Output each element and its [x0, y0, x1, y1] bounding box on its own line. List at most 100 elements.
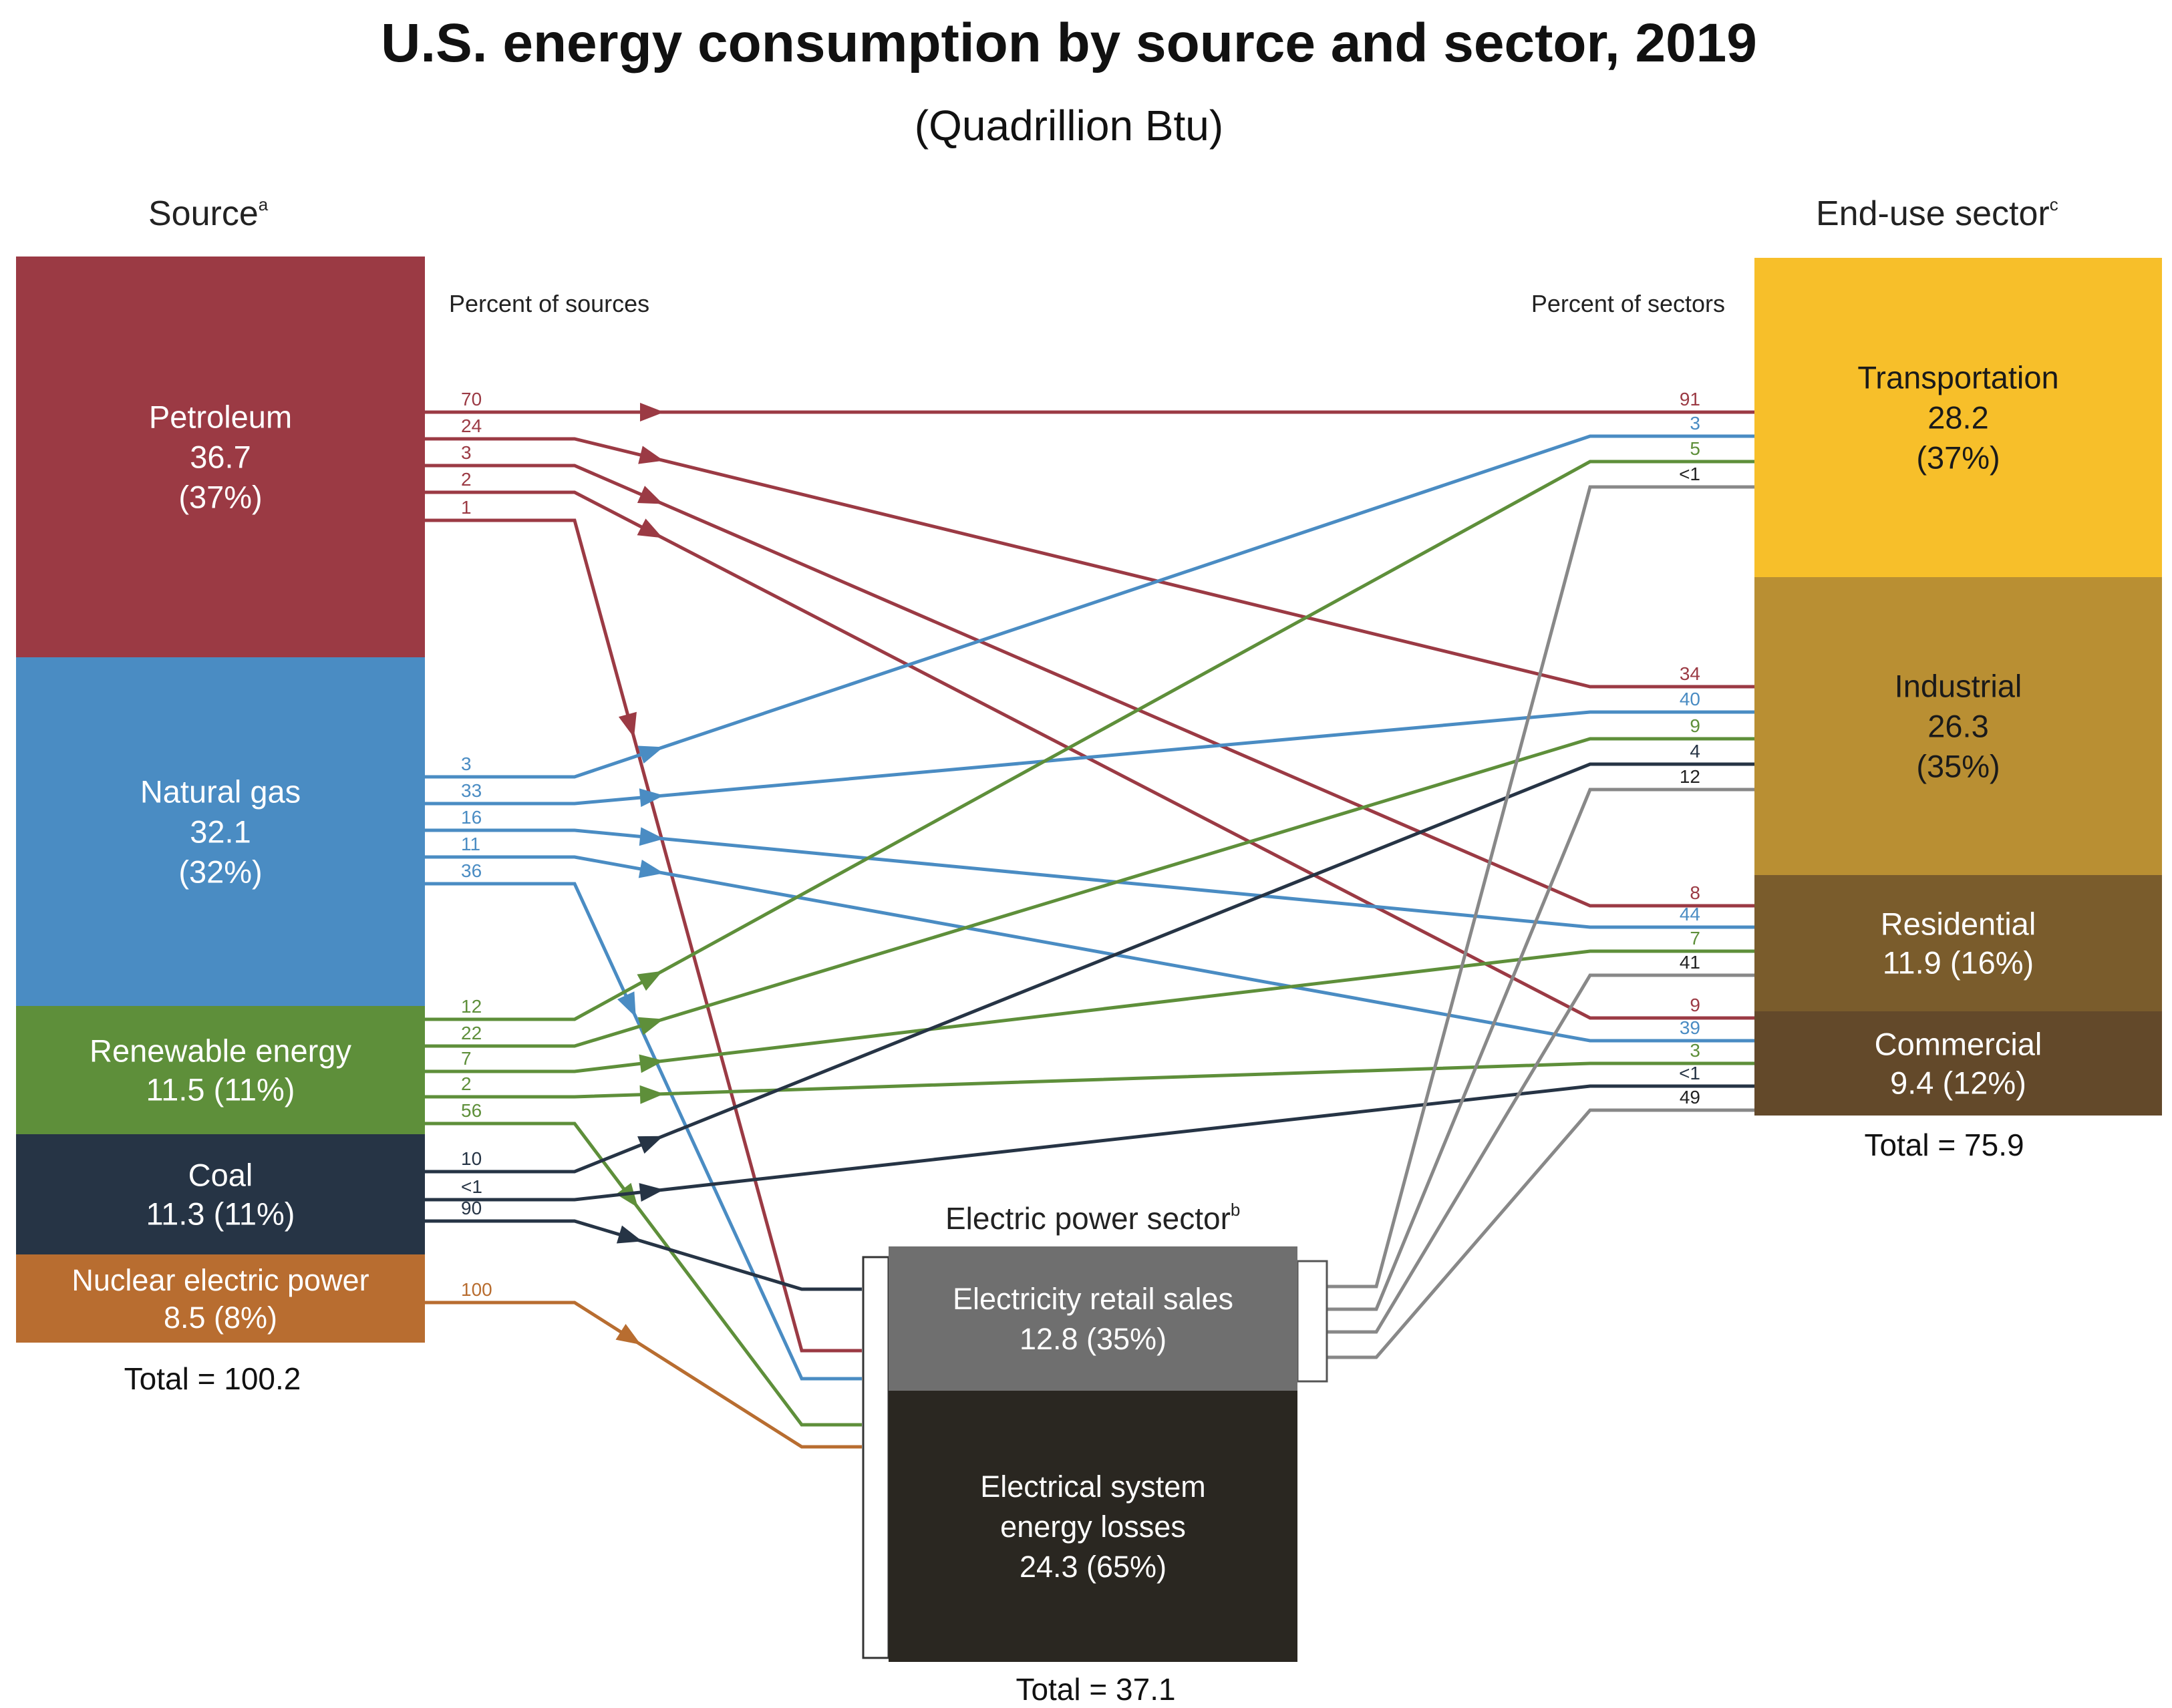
arrow-natural-gas-to-transportation	[637, 745, 664, 764]
source-percent-label: 10	[461, 1148, 482, 1169]
flow-renewable-to-transportation	[425, 460, 1754, 1021]
source-coal-label: Coal	[188, 1157, 253, 1192]
sector-industrial-box	[1754, 577, 2162, 875]
arrow-natural-gas-to-commercial	[638, 860, 664, 878]
electric-losses-label: 24.3 (65%)	[1020, 1550, 1167, 1584]
electric-input-bracket	[862, 1256, 890, 1659]
sector-percent-label: 3	[1690, 413, 1700, 434]
flow-coal-to-electric	[425, 1219, 862, 1291]
flow-retail-sales-to-residential	[1297, 973, 1754, 1334]
source-natural-gas-label: 32.1	[190, 814, 251, 849]
arrow-renewable-to-commercial	[639, 1085, 664, 1104]
source-percent-label: 24	[461, 415, 482, 436]
flow-renewable-to-industrial	[425, 737, 1754, 1048]
total-electric: Total = 37.1	[1016, 1672, 1175, 1707]
source-petroleum-label: (37%)	[178, 479, 262, 514]
flow-natural-gas-to-industrial	[425, 710, 1754, 806]
flow-natural-gas-to-transportation	[425, 434, 1754, 779]
source-petroleum-box	[16, 257, 425, 657]
electric-losses-box	[889, 1391, 1297, 1662]
arrow-coal-to-commercial	[639, 1183, 664, 1202]
arrow-petroleum-to-electric	[618, 711, 637, 738]
percent-of-sectors-label: Percent of sectors	[1531, 290, 1725, 317]
sector-residential-label: Residential	[1881, 906, 2036, 941]
sector-percent-label: 4	[1690, 741, 1700, 761]
flow-petroleum-to-electric	[425, 518, 862, 1353]
sector-percent-label: 9	[1690, 995, 1700, 1015]
flow-renewable-to-commercial	[425, 1061, 1754, 1099]
page-subtitle: (Quadrillion Btu)	[915, 102, 1223, 150]
source-header: Sourcea	[148, 194, 269, 233]
sector-percent-label: 39	[1680, 1017, 1700, 1038]
sector-industrial-label: 26.3	[1927, 708, 1988, 743]
electric-retail-sales-box	[889, 1246, 1297, 1391]
sector-commercial-label: 9.4 (12%)	[1890, 1065, 2026, 1100]
total-sources: Total = 100.2	[124, 1361, 301, 1396]
source-percent-label: 100	[461, 1279, 492, 1300]
sector-residential-label: 11.9 (16%)	[1883, 945, 2034, 980]
sector-percent-label: 8	[1690, 882, 1700, 903]
sector-percent-label: 91	[1680, 389, 1700, 409]
arrow-petroleum-to-transportation	[640, 403, 664, 421]
arrow-petroleum-to-residential	[637, 486, 663, 504]
sector-percent-label: 49	[1680, 1087, 1700, 1107]
source-percent-label: 22	[461, 1023, 482, 1043]
source-natural-gas-label: (32%)	[178, 854, 262, 889]
source-percent-label: 12	[461, 996, 482, 1017]
source-coal-box	[16, 1134, 425, 1254]
flow-nuclear-to-electric	[425, 1301, 862, 1449]
source-nuclear-label: Nuclear electric power	[71, 1263, 369, 1297]
source-percent-label: 1	[461, 497, 472, 518]
flow-natural-gas-to-electric	[425, 882, 862, 1381]
node-boxes: Petroleum 36.7 (37%) Natural gas 32.1 (32%) Re…	[16, 257, 2162, 1662]
source-natural-gas-label: Natural gas	[140, 774, 301, 809]
sector-percent-label: 5	[1690, 438, 1700, 459]
arrow-renewable-to-industrial	[637, 1017, 664, 1035]
arrow-renewable-to-residential	[639, 1054, 664, 1073]
source-percent-label: 3	[461, 442, 472, 463]
arrow-natural-gas-to-residential	[639, 827, 664, 846]
flow-petroleum-to-residential	[425, 464, 1754, 908]
sector-percent-label: <1	[1679, 1063, 1700, 1083]
source-nuclear-label: 8.5 (8%)	[164, 1301, 277, 1335]
arrow-renewable-to-transportation	[637, 971, 663, 991]
arrow-petroleum-to-commercial	[637, 518, 663, 538]
source-natural-gas-box	[16, 657, 425, 1006]
sector-percent-label: 12	[1680, 766, 1700, 787]
total-sectors: Total = 75.9	[1864, 1128, 2024, 1162]
flow-petroleum-to-commercial	[425, 490, 1754, 1020]
flow-renewable-to-residential	[425, 949, 1754, 1073]
arrow-natural-gas-to-electric	[617, 991, 636, 1017]
sector-percent-label: 9	[1690, 715, 1700, 736]
source-renewable-label: 11.5 (11%)	[146, 1071, 295, 1107]
flow-retail-sales-to-commercial	[1297, 1108, 1754, 1359]
arrow-natural-gas-to-industrial	[639, 788, 664, 808]
flow-coal-to-commercial	[425, 1084, 1754, 1202]
flow-renewable-to-electric	[425, 1122, 862, 1427]
sector-percent-label: 44	[1680, 904, 1700, 924]
sector-transportation-label: (37%)	[1916, 440, 2000, 475]
flow-coal-to-industrial	[425, 762, 1754, 1174]
source-nuclear-box	[16, 1254, 425, 1343]
source-renewable-box	[16, 1006, 425, 1134]
source-renewable-label: Renewable energy	[90, 1033, 351, 1068]
sector-percent-label: 3	[1690, 1040, 1700, 1061]
sector-transportation-box	[1754, 258, 2162, 577]
sector-industrial-label: (35%)	[1916, 748, 2000, 784]
source-petroleum-label: Petroleum	[149, 399, 292, 434]
electric-power-header: Electric power sectorb	[945, 1200, 1240, 1236]
flow-retail-sales-to-industrial	[1297, 788, 1754, 1311]
flow-retail-sales-to-transportation	[1297, 485, 1754, 1289]
arrow-petroleum-to-industrial	[638, 446, 664, 464]
source-percent-label: 11	[461, 834, 480, 854]
percent-of-sources-label: Percent of sources	[449, 290, 649, 317]
source-percent-label: 70	[461, 389, 482, 409]
sector-transportation-label: Transportation	[1857, 359, 2058, 395]
sector-residential-box	[1754, 875, 2162, 1011]
source-percent-label: 56	[461, 1100, 482, 1121]
source-coal-label: 11.3 (11%)	[146, 1196, 295, 1231]
sector-industrial-label: Industrial	[1895, 668, 2022, 703]
sector-transportation-label: 28.2	[1927, 399, 1988, 435]
sector-percent-label: 40	[1680, 689, 1700, 709]
